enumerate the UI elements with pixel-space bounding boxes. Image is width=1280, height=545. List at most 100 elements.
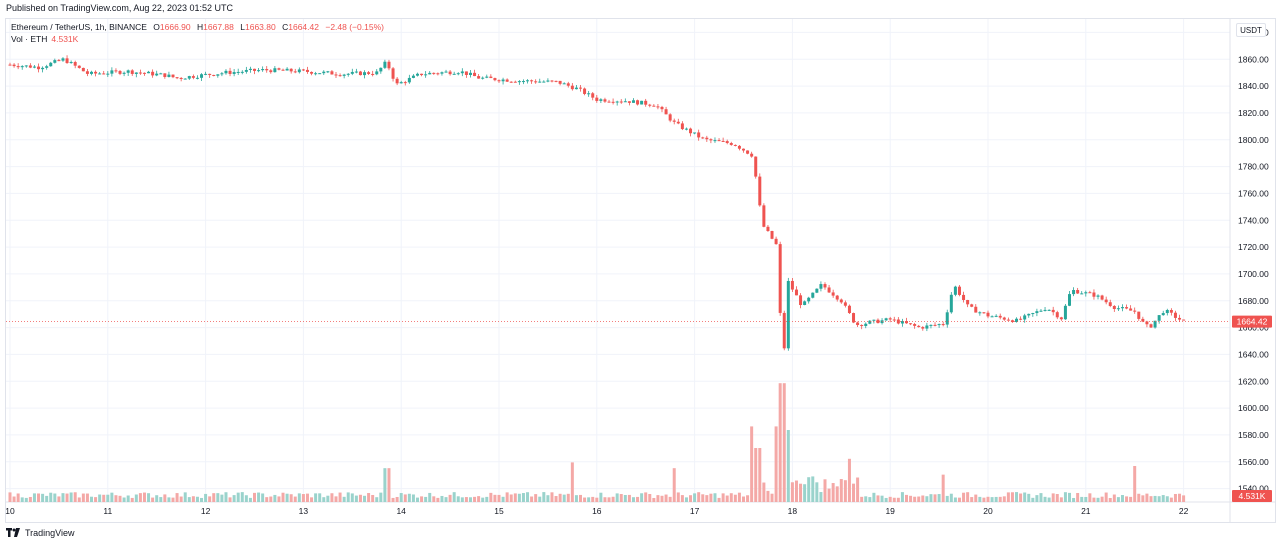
candle-body xyxy=(705,137,709,140)
candle-body xyxy=(636,100,640,105)
symbol-name[interactable]: Ethereum / TetherUS, 1h, BINANCE xyxy=(11,22,147,32)
candle-body xyxy=(733,144,737,146)
volume-bar xyxy=(163,494,167,502)
volume-bar xyxy=(440,495,444,502)
candle-body xyxy=(619,101,623,103)
volume-bar xyxy=(603,497,607,502)
currency-button[interactable]: USDT xyxy=(1236,23,1266,37)
candle-body xyxy=(949,294,953,313)
volume-bar xyxy=(354,495,358,502)
volume-bar xyxy=(803,484,807,502)
candle-body xyxy=(554,80,558,82)
volume-bar xyxy=(636,496,640,502)
volume-bar xyxy=(689,495,693,502)
volume-bar xyxy=(110,492,114,502)
candle-body xyxy=(468,72,472,75)
candle-body xyxy=(892,319,896,321)
volume-bar xyxy=(1059,497,1063,502)
volume-bar xyxy=(705,495,709,502)
candle-body xyxy=(314,73,318,75)
candle-body xyxy=(41,67,45,70)
candle-body xyxy=(966,299,970,305)
volume-bar xyxy=(627,494,631,502)
volume-bar xyxy=(322,497,326,502)
volume-bar xyxy=(191,496,195,502)
candle-body xyxy=(171,74,175,78)
candle-body xyxy=(1043,309,1047,311)
volume-bar xyxy=(212,493,216,502)
volume-bar xyxy=(57,496,61,502)
candle-body xyxy=(440,72,444,74)
volume-bar xyxy=(896,497,900,502)
volume-bar xyxy=(697,492,701,502)
candle-body xyxy=(318,73,322,75)
volume-bar xyxy=(253,492,256,502)
volume-bar xyxy=(925,496,929,502)
candle-body xyxy=(118,71,122,74)
candle-body xyxy=(945,312,949,325)
time-tick-label: 16 xyxy=(592,506,602,516)
candle-body xyxy=(126,70,130,73)
candle-body xyxy=(501,79,505,82)
volume-bar xyxy=(179,496,183,502)
volume-bar xyxy=(273,494,277,502)
volume-bar xyxy=(175,493,179,502)
candle-body xyxy=(1153,320,1157,328)
candle-body xyxy=(558,80,562,84)
candle-body xyxy=(436,73,440,75)
volume-bar xyxy=(346,492,350,502)
candle-body xyxy=(925,325,929,329)
volume-bar xyxy=(835,486,839,502)
candle-body xyxy=(762,205,766,227)
candle-body xyxy=(330,71,334,75)
volume-bar xyxy=(49,492,53,502)
volume-legend[interactable]: Vol · ETH 4.531K xyxy=(11,34,78,44)
volume-bar xyxy=(513,493,517,502)
candle-body xyxy=(929,324,933,326)
candle-body xyxy=(933,324,937,326)
volume-value: 4.531K xyxy=(51,34,79,44)
volume-bar xyxy=(1149,496,1153,502)
volume-bar xyxy=(1112,494,1116,502)
candle-body xyxy=(16,66,20,68)
candle-body xyxy=(281,69,285,71)
time-tick-label: 22 xyxy=(1179,506,1189,516)
candle-body xyxy=(684,128,688,130)
candle-body xyxy=(248,68,252,70)
candle-body xyxy=(591,93,595,98)
symbol-legend[interactable]: Ethereum / TetherUS, 1h, BINANCE O1666.9… xyxy=(11,22,384,33)
candle-body xyxy=(1157,315,1161,321)
candle-body xyxy=(570,85,574,90)
volume-bar xyxy=(444,497,448,502)
chart-frame[interactable] xyxy=(5,18,1276,523)
candle-body xyxy=(994,315,998,317)
price-tick-label: 1600.00 xyxy=(1238,403,1269,413)
volume-bar xyxy=(481,497,485,502)
candle-body xyxy=(142,72,146,74)
volume-bar xyxy=(151,497,155,502)
volume-bar xyxy=(12,496,16,502)
candle-body xyxy=(1010,320,1014,323)
candle-body xyxy=(534,81,538,83)
volume-bar xyxy=(371,494,375,502)
candle-body xyxy=(350,71,354,74)
candle-body xyxy=(114,70,118,72)
time-tick-label: 21 xyxy=(1081,506,1091,516)
volume-bar xyxy=(330,493,334,502)
candle-body xyxy=(672,120,676,122)
candle-body xyxy=(1063,305,1067,320)
volume-bar xyxy=(562,494,566,502)
candle-body xyxy=(179,77,183,79)
volume-bar xyxy=(224,492,228,502)
volume-bar xyxy=(257,492,261,502)
candle-body xyxy=(1173,312,1177,318)
volume-bar xyxy=(746,495,750,502)
candle-body xyxy=(721,140,725,142)
volume-bar xyxy=(526,492,530,502)
volume-bar xyxy=(1165,496,1169,502)
candle-body xyxy=(293,71,297,73)
tradingview-footer[interactable]: TradingView xyxy=(6,527,75,538)
candle-body xyxy=(640,100,644,105)
volume-bar xyxy=(232,495,236,502)
